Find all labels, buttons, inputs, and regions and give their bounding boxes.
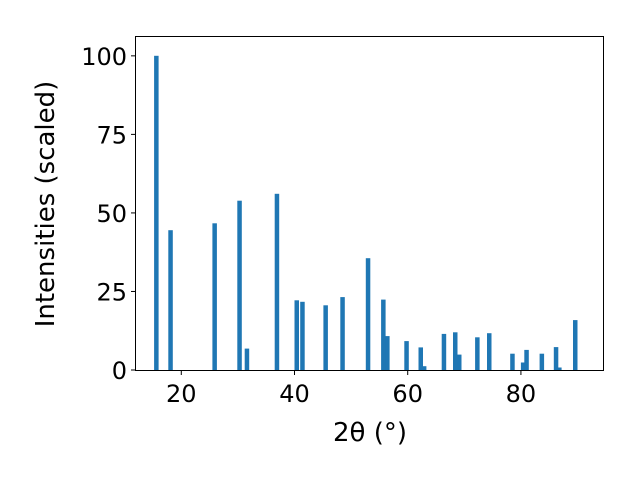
bar-12 bbox=[385, 336, 390, 370]
x-tick-label-1: 40 bbox=[279, 380, 310, 408]
bar-5 bbox=[274, 193, 280, 370]
x-tick-label-0: 20 bbox=[166, 380, 197, 408]
x-tick-label-3: 80 bbox=[506, 380, 537, 408]
bar-24 bbox=[539, 353, 545, 370]
y-axis-ticks: 0 25 50 75 100 bbox=[81, 43, 136, 385]
bar-16 bbox=[441, 333, 447, 370]
bar-9 bbox=[340, 297, 345, 370]
bars-group bbox=[154, 55, 578, 371]
bar-20 bbox=[487, 333, 492, 370]
plot-frame bbox=[135, 36, 604, 371]
bar-27 bbox=[573, 320, 578, 370]
bar-1 bbox=[168, 230, 173, 370]
bar-22 bbox=[520, 362, 526, 370]
y-tick-label-4: 100 bbox=[81, 43, 127, 71]
x-axis-ticks: 20 40 60 80 bbox=[166, 370, 536, 408]
bar-7 bbox=[300, 301, 305, 370]
y-tick-label-2: 50 bbox=[96, 200, 127, 228]
x-tick-label-2: 60 bbox=[392, 380, 423, 408]
bar-19 bbox=[475, 337, 480, 370]
bar-0 bbox=[154, 55, 159, 371]
bar-14 bbox=[418, 347, 423, 370]
bar-11 bbox=[381, 299, 386, 370]
x-axis-label: 2θ (°) bbox=[333, 418, 407, 448]
bar-17 bbox=[453, 332, 458, 370]
bar-10 bbox=[365, 258, 371, 370]
bar-23 bbox=[524, 349, 529, 370]
bar-2 bbox=[212, 223, 217, 370]
y-tick-label-3: 75 bbox=[96, 121, 127, 149]
bar-21 bbox=[510, 353, 515, 370]
y-tick-label-1: 25 bbox=[96, 278, 127, 306]
bar-25 bbox=[553, 347, 559, 370]
bar-26 bbox=[557, 367, 562, 370]
bar-18 bbox=[457, 354, 462, 370]
bar-8 bbox=[323, 305, 328, 370]
bar-4 bbox=[244, 348, 250, 370]
bar-6 bbox=[294, 300, 299, 370]
y-tick-label-0: 0 bbox=[112, 357, 127, 385]
bar-3 bbox=[237, 200, 242, 370]
bar-13 bbox=[404, 341, 409, 370]
bar-15 bbox=[421, 366, 427, 370]
y-axis-label: Intensities (scaled) bbox=[31, 81, 61, 328]
